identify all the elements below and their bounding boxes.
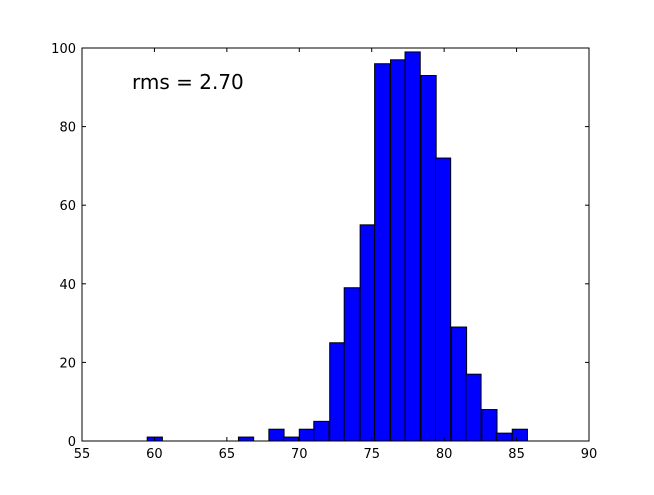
histogram-bar-3 <box>282 436 300 442</box>
x-tick-label-6: 85 <box>508 447 525 462</box>
x-tick-label-7: 90 <box>581 447 598 462</box>
bars-group <box>146 51 528 442</box>
histogram-bar-13 <box>434 157 452 442</box>
ticks-group: 55 60 65 70 75 80 85 90 0 20 40 60 80 100 <box>51 42 597 462</box>
histogram-bar-14 <box>450 326 468 442</box>
y-tick-label-5: 100 <box>51 42 76 57</box>
histogram-bar-15 <box>465 373 482 442</box>
x-tick-label-4: 75 <box>363 447 380 462</box>
histogram-bar-4 <box>298 428 315 442</box>
histogram-bar-2 <box>268 428 285 442</box>
x-tick-label-3: 70 <box>291 447 308 462</box>
x-tick-label-5: 80 <box>436 447 453 462</box>
histogram-bar-17 <box>495 432 513 442</box>
y-tick-label-0: 0 <box>68 435 76 450</box>
histogram-bar-7 <box>343 287 360 442</box>
histogram-bar-10 <box>390 59 407 442</box>
x-tick-label-1: 60 <box>146 447 163 462</box>
histogram-bar-1 <box>237 436 255 442</box>
histogram-bar-9 <box>374 63 391 442</box>
histogram-bar-16 <box>481 409 498 442</box>
y-tick-label-3: 60 <box>59 199 76 214</box>
x-tick-label-2: 65 <box>219 447 236 462</box>
histogram-bar-12 <box>420 75 437 442</box>
histogram-bar-8 <box>359 224 376 442</box>
rms-annotation: rms = 2.70 <box>132 70 244 94</box>
histogram-bar-11 <box>404 51 421 442</box>
x-tick-label-0: 55 <box>74 447 91 462</box>
histogram-bar-5 <box>313 420 330 442</box>
histogram-bar-18 <box>511 428 528 442</box>
histogram-bar-6 <box>329 342 346 442</box>
plot-frame <box>81 47 590 442</box>
y-tick-label-1: 20 <box>59 356 76 371</box>
y-tick-label-2: 40 <box>59 278 76 293</box>
y-tick-label-4: 80 <box>59 121 76 136</box>
